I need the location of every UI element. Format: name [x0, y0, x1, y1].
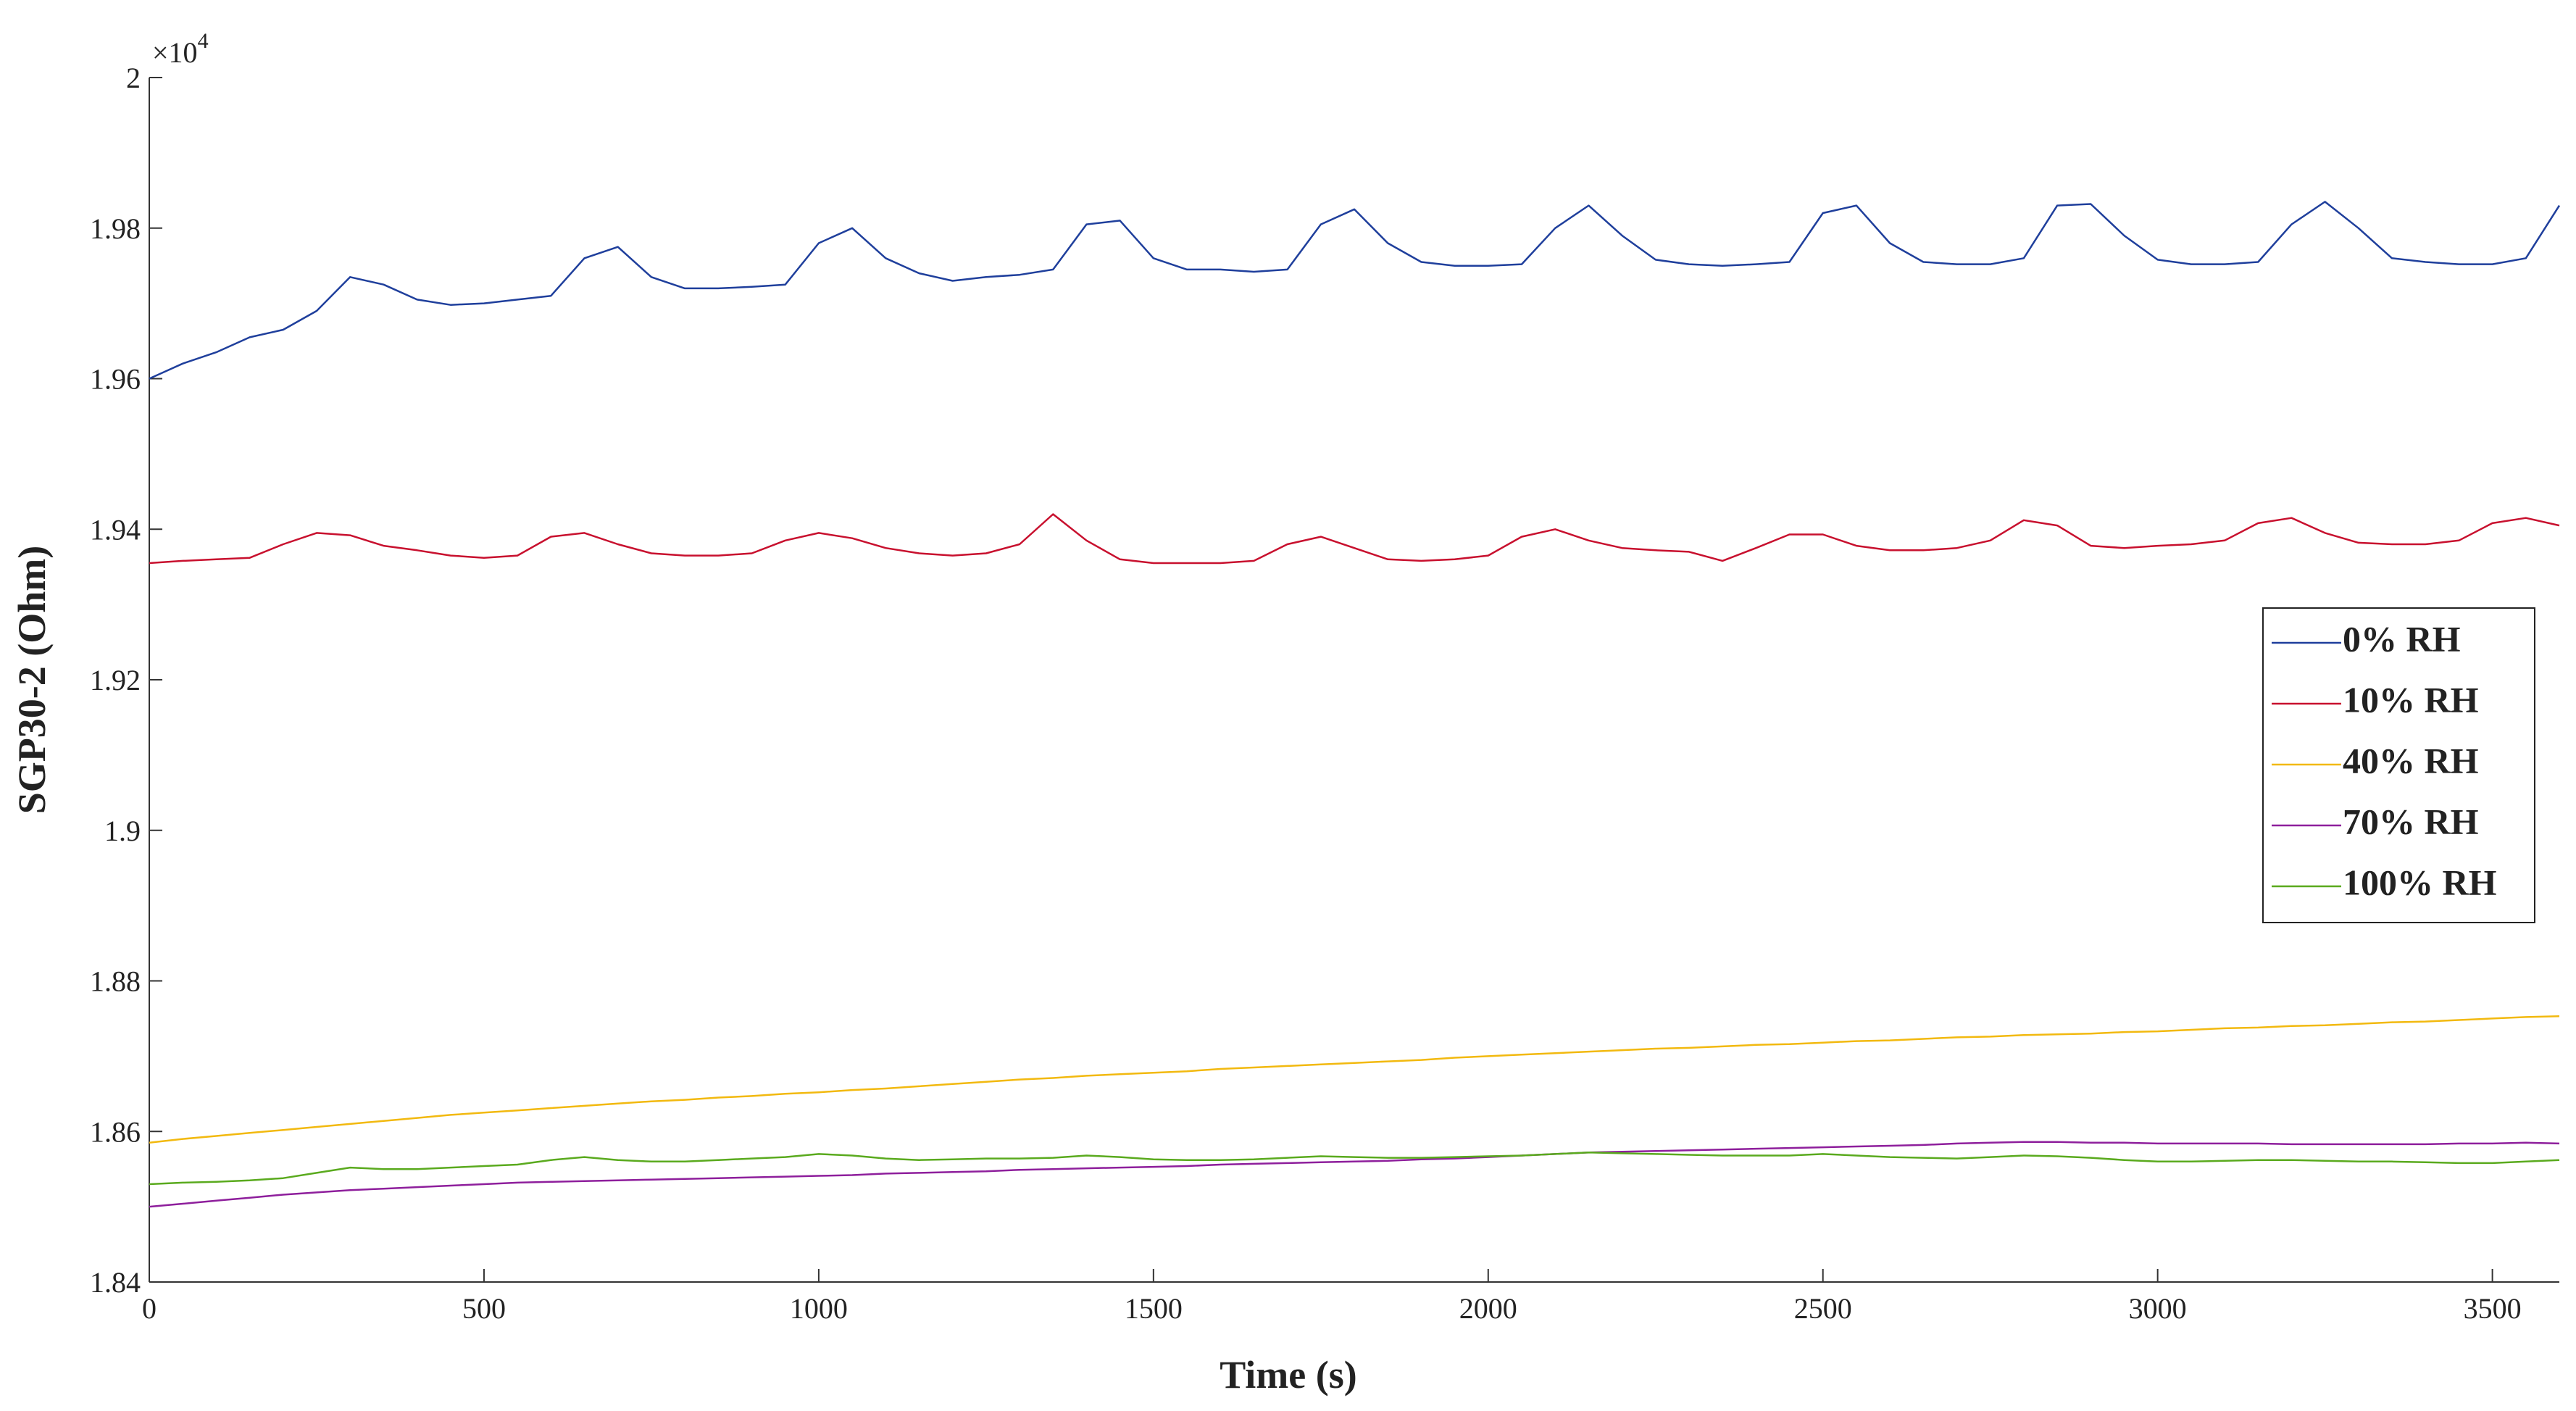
legend-label: 100% RH	[2343, 862, 2497, 902]
series-line	[149, 201, 2561, 380]
y-tick-label: 1.96	[90, 363, 141, 396]
y-tick-label: 1.84	[90, 1266, 141, 1299]
y-tick-label: 1.98	[90, 212, 141, 245]
y-tick-label: 1.92	[90, 664, 141, 696]
y-tick-label: 1.9	[104, 815, 141, 847]
legend: 0% RH 10% RH 40% RH 70% RH 100% RH	[2262, 607, 2535, 923]
y-multiplier-power: 4	[198, 29, 209, 53]
x-tick-label: 500	[462, 1292, 506, 1325]
legend-label: 70% RH	[2343, 801, 2479, 841]
x-tick-label: 1000	[790, 1292, 848, 1325]
x-tick-label: 0	[142, 1292, 157, 1325]
legend-label: 10% RH	[2343, 679, 2479, 720]
x-tick-label: 2500	[1794, 1292, 1852, 1325]
y-tick-label: 1.88	[90, 965, 141, 998]
x-tick-label: 3000	[2129, 1292, 2187, 1325]
y-tick-label: 1.94	[90, 513, 141, 546]
legend-label: 40% RH	[2343, 740, 2479, 781]
x-tick-label: 3500	[2464, 1292, 2522, 1325]
series-line	[149, 1141, 2560, 1208]
y-tick-label: 1.86	[90, 1115, 141, 1148]
y-multiplier: ×104	[152, 29, 209, 69]
y-axis-label: SGP30-2 (Ohm)	[10, 546, 54, 815]
y-multiplier-base: ×10	[152, 36, 198, 69]
series-line	[149, 1152, 2560, 1186]
series-line	[149, 513, 2560, 565]
x-axis-label: Time (s)	[1220, 1353, 1356, 1397]
x-tick-label: 2000	[1459, 1292, 1517, 1325]
x-tick-label: 1500	[1125, 1292, 1183, 1325]
legend-label: 0% RH	[2343, 618, 2461, 659]
y-tick-label: 2	[126, 62, 141, 94]
series-line	[149, 1015, 2560, 1144]
